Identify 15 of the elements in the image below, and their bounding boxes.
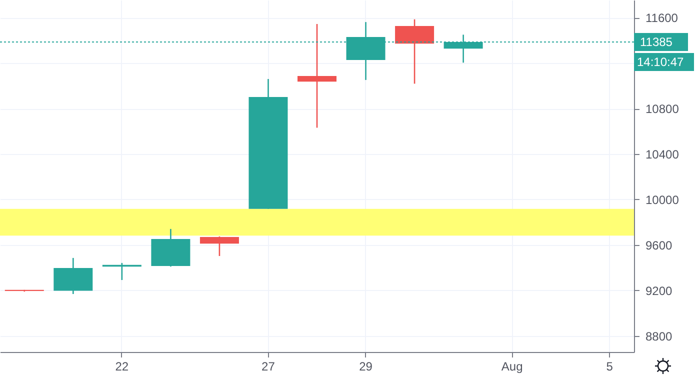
x-tick-label: 27: [262, 360, 276, 374]
y-tick-label: 11600: [646, 11, 678, 26]
y-tick-label: 8800: [646, 329, 673, 344]
y-tick-label: 10000: [646, 192, 680, 207]
y-tick-label: 9200: [646, 284, 673, 298]
x-tick-label: 5: [606, 360, 614, 374]
x-tick-label: 22: [115, 360, 129, 374]
candlestick: [298, 23, 336, 128]
x-tick-label: Aug: [501, 360, 523, 374]
y-tick-label: 10400: [646, 147, 680, 162]
ref-line-label: 11385: [640, 34, 673, 49]
y-tick-label: 9600: [646, 238, 673, 252]
y-tick-label: 10800: [646, 102, 680, 116]
text: 14:10:47: [637, 54, 684, 69]
x-tick-label: 29: [359, 360, 373, 374]
